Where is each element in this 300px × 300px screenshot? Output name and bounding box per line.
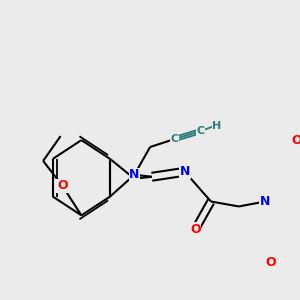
Text: O: O — [266, 256, 276, 269]
Text: N: N — [129, 168, 140, 181]
Text: C: C — [170, 134, 178, 144]
Text: S: S — [130, 172, 139, 185]
Text: H: H — [212, 121, 222, 131]
Text: O: O — [190, 223, 201, 236]
Text: O: O — [57, 179, 68, 192]
Text: N: N — [260, 195, 270, 208]
Text: C: C — [196, 126, 205, 136]
Text: N: N — [180, 165, 190, 178]
Text: O: O — [292, 134, 300, 147]
